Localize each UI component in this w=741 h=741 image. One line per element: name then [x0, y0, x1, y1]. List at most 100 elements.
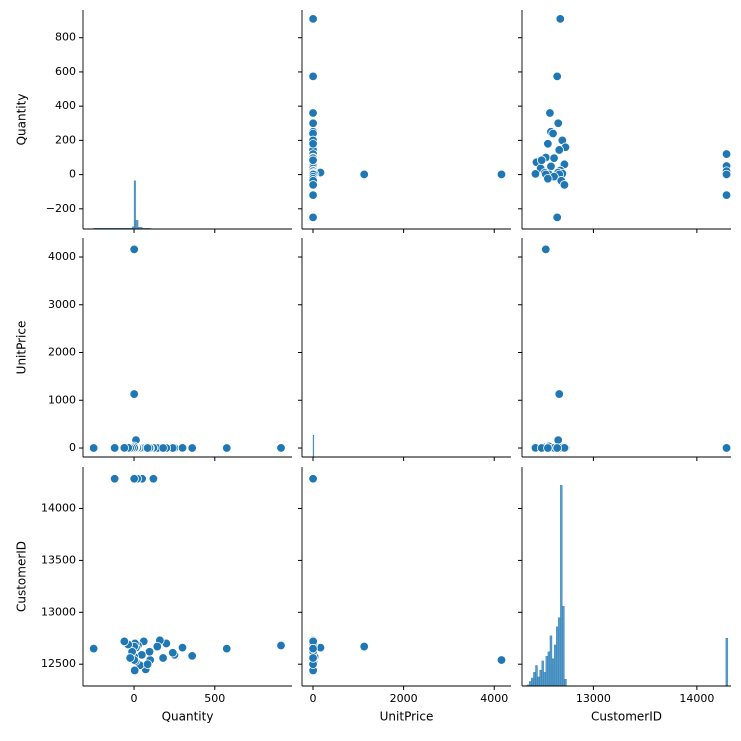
scatter-point: [308, 190, 318, 200]
x-axis-label: CustomerID: [591, 710, 662, 724]
hist-bar: [529, 681, 532, 687]
hist-bar: [547, 651, 551, 687]
scatter-point: [109, 443, 120, 453]
scatter-point: [187, 651, 197, 661]
hist-bar: [553, 644, 557, 687]
scatter-point: [721, 169, 732, 180]
hist-bar: [543, 672, 546, 687]
hist-bar: [564, 679, 567, 687]
scatter-point: [168, 648, 178, 658]
x-tick-label: 500: [204, 692, 225, 705]
hist-bar: [555, 626, 559, 687]
scatter-point: [308, 474, 318, 484]
x-tick-label: 0: [310, 692, 317, 705]
scatter-point: [158, 443, 168, 453]
x-tick-label: 14000: [679, 692, 714, 705]
hist-bar: [537, 676, 540, 687]
scatter-point: [129, 389, 139, 399]
hist-bar: [535, 665, 538, 687]
y-tick-label: −200: [46, 202, 76, 215]
scatter-point: [88, 443, 99, 453]
scatter-point: [88, 643, 99, 654]
scatter-point: [308, 180, 318, 190]
scatter-point: [109, 474, 120, 484]
scatter-point: [359, 169, 369, 180]
scatter-point: [144, 647, 155, 657]
hist-bar: [560, 485, 563, 687]
hist-bar: [541, 660, 544, 687]
scatter-point: [222, 443, 232, 453]
scatter-point: [177, 642, 188, 653]
scatter-point: [548, 128, 558, 139]
y-tick-label: 13500: [41, 553, 76, 566]
scatter-point: [543, 443, 553, 453]
hist-bar: [133, 180, 136, 230]
y-tick-label: 800: [55, 31, 76, 44]
scatter-point: [308, 643, 318, 654]
scatter-point: [308, 139, 318, 149]
x-tick-label: 4000: [480, 692, 508, 705]
x-tick-label: 2000: [390, 692, 418, 705]
y-tick-label: 1000: [48, 393, 76, 406]
scatter-point: [552, 443, 562, 453]
hist-bar: [539, 669, 542, 687]
hist-bar: [312, 434, 315, 458]
scatter-point: [559, 180, 570, 190]
scatter-point: [142, 443, 153, 453]
scatter-point: [545, 108, 555, 118]
scatter-point: [308, 653, 318, 663]
x-axis-label: Quantity: [162, 710, 214, 724]
y-tick-label: 13000: [41, 605, 76, 618]
scatter-point: [129, 244, 139, 255]
scatter-point: [177, 443, 188, 453]
scatter-point: [554, 145, 564, 155]
y-axis-label: UnitPrice: [15, 321, 29, 375]
y-tick-label: 200: [55, 133, 76, 146]
hist-bar: [531, 677, 534, 687]
scatter-point: [308, 212, 318, 223]
scatter-point: [552, 212, 562, 223]
hist-bar: [549, 635, 553, 687]
scatter-point: [359, 641, 369, 652]
y-tick-label: 3000: [48, 298, 76, 311]
scatter-point: [129, 474, 139, 484]
hist-bar: [725, 637, 729, 687]
hist-bar: [558, 617, 561, 687]
scatter-point: [721, 443, 732, 453]
y-axis-label: CustomerID: [15, 541, 29, 612]
scatter-point: [541, 244, 551, 255]
scatter-point: [554, 389, 564, 399]
scatter-point: [552, 71, 562, 82]
scatter-point: [308, 118, 318, 128]
scatter-point: [308, 71, 318, 82]
scatter-point: [496, 655, 507, 665]
scatter-point: [276, 640, 286, 651]
y-tick-label: 2000: [48, 346, 76, 359]
hist-bar: [545, 656, 549, 687]
scatter-point: [129, 665, 140, 676]
y-tick-label: 400: [55, 99, 76, 112]
scatter-point: [222, 643, 232, 654]
scatter-point: [308, 14, 318, 24]
scatter-point: [543, 139, 553, 149]
scatter-point: [546, 161, 556, 172]
hist-bar: [562, 606, 565, 687]
scatter-point: [152, 641, 162, 652]
hist-bar: [551, 658, 555, 687]
scatter-point: [555, 14, 565, 24]
scatter-point: [721, 149, 732, 159]
y-tick-label: 12500: [41, 657, 76, 670]
x-axis-label: UnitPrice: [380, 710, 434, 724]
scatter-point: [496, 169, 507, 180]
scatter-point: [187, 443, 197, 453]
scatter-point: [276, 443, 286, 453]
y-tick-label: 600: [55, 65, 76, 78]
scatter-point: [119, 443, 130, 453]
y-axis-label: Quantity: [15, 94, 29, 146]
hist-bar: [135, 220, 139, 230]
scatter-point: [158, 653, 168, 663]
y-tick-label: 0: [69, 168, 76, 181]
scatter-point: [536, 155, 547, 165]
scatter-point: [142, 659, 153, 669]
